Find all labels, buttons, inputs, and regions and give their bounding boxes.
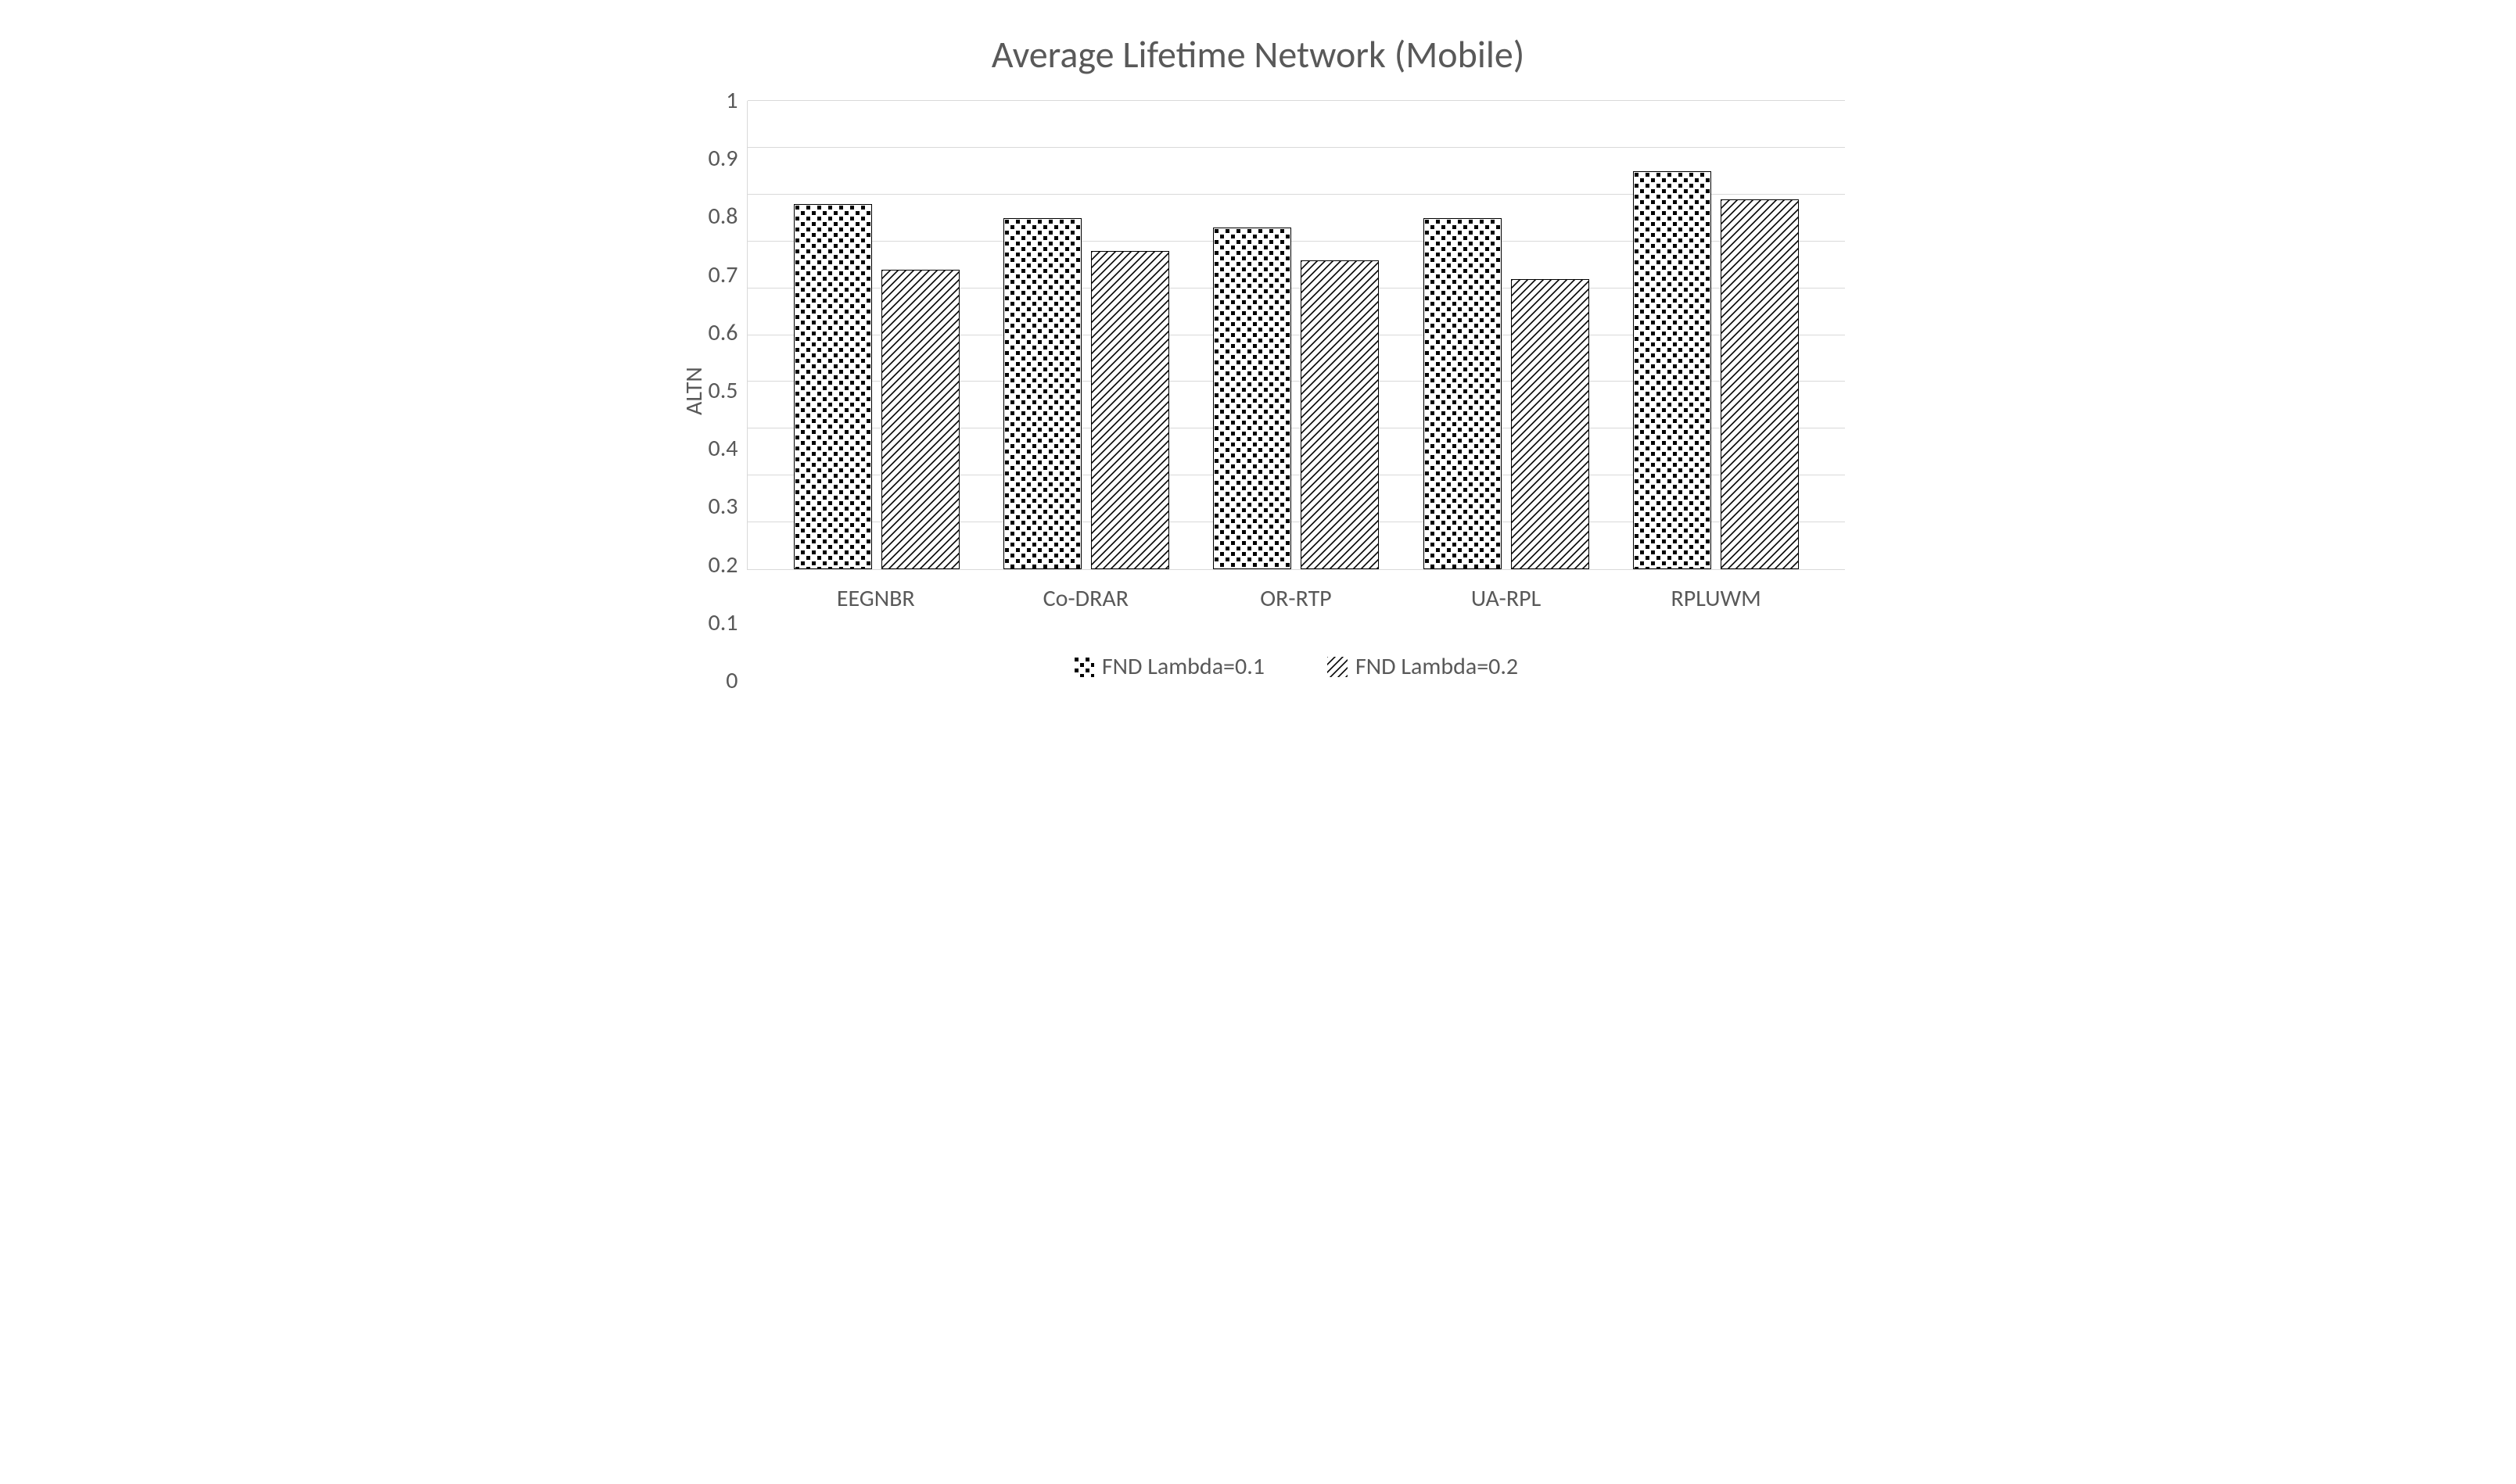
x-axis-label: Co-DRAR xyxy=(1000,584,1172,613)
legend-item: FND Lambda=0.2 xyxy=(1327,652,1518,681)
legend: FND Lambda=0.1 FND Lambda=0.2 xyxy=(747,652,1844,681)
bar xyxy=(881,270,960,569)
chart-title: Average Lifetime Network (Mobile) xyxy=(672,31,1845,77)
plot-wrapper: EEGNBR Co-DRAR OR-RTP UA-RPL RPLUWM FND … xyxy=(747,101,1844,681)
bar xyxy=(1003,218,1082,569)
bar-group xyxy=(1003,101,1169,569)
x-axis-label: EEGNBR xyxy=(790,584,962,613)
bar-group xyxy=(1633,101,1799,569)
y-axis: 1 0.9 0.8 0.7 0.6 0.5 0.4 0.3 0.2 0.1 0 xyxy=(709,101,748,681)
plot-area xyxy=(747,101,1844,570)
bar xyxy=(1213,228,1291,569)
y-axis-label: ALTN xyxy=(672,101,709,681)
x-axis: EEGNBR Co-DRAR OR-RTP UA-RPL RPLUWM xyxy=(747,570,1844,613)
x-axis-label: OR-RTP xyxy=(1210,584,1382,613)
bar-group xyxy=(1423,101,1589,569)
bar xyxy=(1721,199,1799,569)
legend-label: FND Lambda=0.1 xyxy=(1102,652,1265,681)
bar-group xyxy=(794,101,960,569)
x-axis-label: UA-RPL xyxy=(1420,584,1592,613)
legend-swatch-icon xyxy=(1327,657,1348,677)
chart-body: ALTN 1 0.9 0.8 0.7 0.6 0.5 0.4 0.3 0.2 0… xyxy=(672,101,1845,681)
x-axis-label: RPLUWM xyxy=(1630,584,1802,613)
legend-swatch-icon xyxy=(1074,657,1094,677)
bar-group xyxy=(1213,101,1379,569)
chart-container: Average Lifetime Network (Mobile) ALTN 1… xyxy=(672,31,1845,681)
bar xyxy=(1301,260,1379,569)
bars-layer xyxy=(748,101,1844,569)
bar xyxy=(1511,279,1589,569)
legend-label: FND Lambda=0.2 xyxy=(1355,652,1518,681)
bar xyxy=(1423,218,1502,569)
bar xyxy=(1633,171,1711,569)
bar xyxy=(1091,251,1169,569)
legend-item: FND Lambda=0.1 xyxy=(1074,652,1265,681)
bar xyxy=(794,204,872,569)
